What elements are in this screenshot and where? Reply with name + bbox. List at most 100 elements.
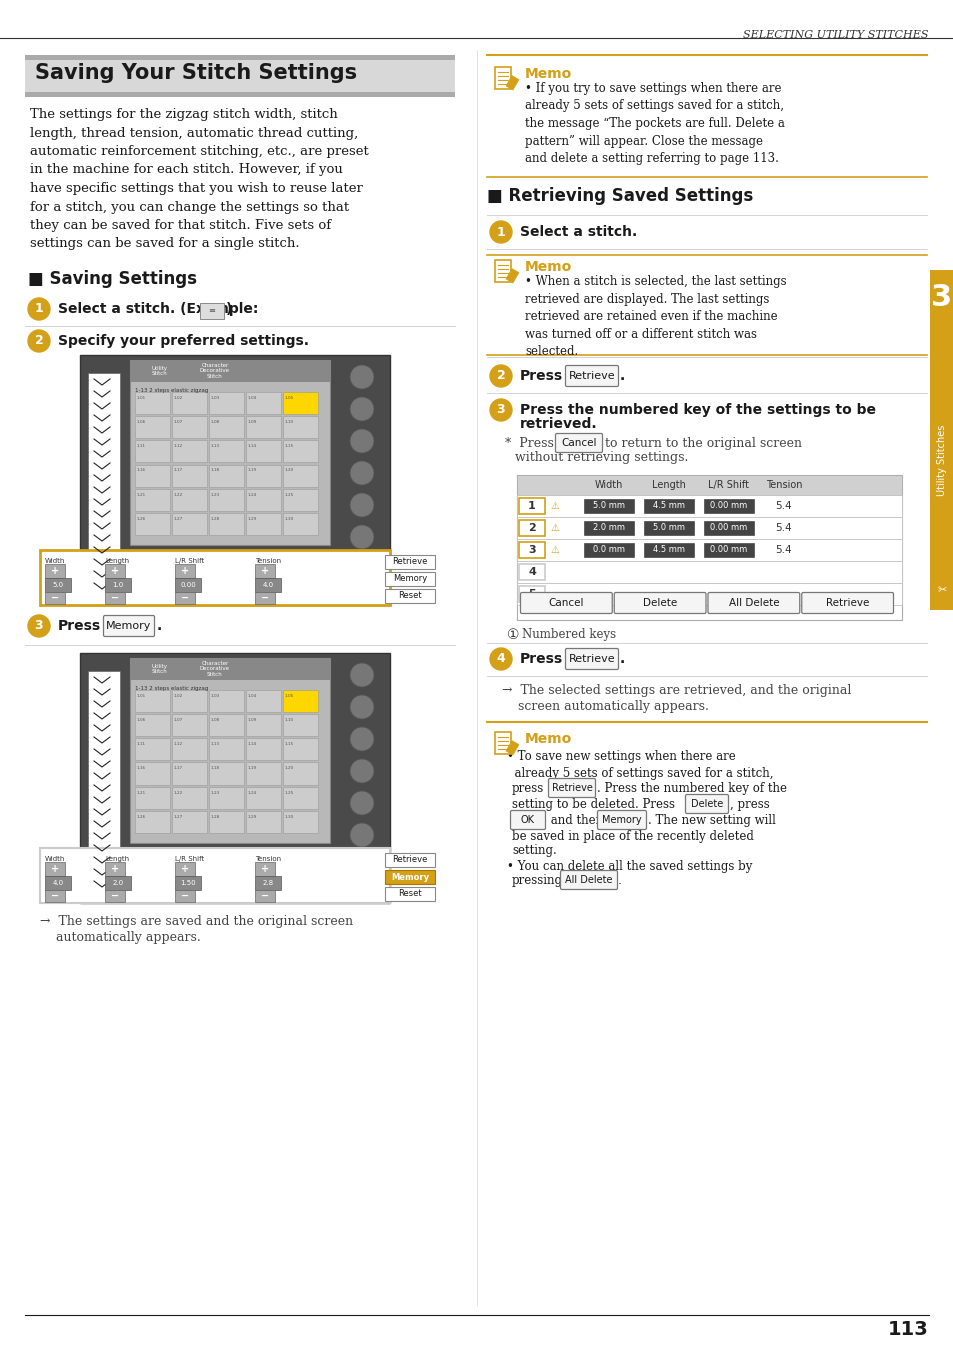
Bar <box>283 416 317 439</box>
Text: 1-06: 1-06 <box>137 718 146 722</box>
Circle shape <box>350 493 374 517</box>
Bar <box>88 671 120 886</box>
Text: 1-10: 1-10 <box>285 420 294 424</box>
Text: −: − <box>181 891 189 900</box>
Bar <box>172 787 207 809</box>
Bar <box>172 440 207 463</box>
Text: 1-27: 1-27 <box>173 517 183 521</box>
Bar <box>135 811 170 833</box>
Text: Press the numbered key of the settings to be: Press the numbered key of the settings t… <box>519 404 875 417</box>
Text: 1.50: 1.50 <box>180 880 195 886</box>
Text: 1-01: 1-01 <box>137 396 146 400</box>
Bar <box>385 853 435 867</box>
Text: 1-05: 1-05 <box>285 396 294 400</box>
Text: 1-28: 1-28 <box>211 517 220 521</box>
Text: 1-09: 1-09 <box>248 420 257 424</box>
Text: −: − <box>111 891 119 900</box>
Bar <box>246 763 281 784</box>
FancyBboxPatch shape <box>565 648 618 670</box>
Text: automatically appears.: automatically appears. <box>40 931 200 944</box>
Bar <box>174 890 194 902</box>
Circle shape <box>28 298 50 320</box>
Bar <box>209 489 244 510</box>
Text: 1-21: 1-21 <box>137 791 146 795</box>
Bar <box>25 92 455 97</box>
Text: 1-20: 1-20 <box>285 468 294 472</box>
Circle shape <box>28 329 50 352</box>
Bar <box>172 513 207 535</box>
Bar <box>518 586 544 602</box>
Text: be saved in place of the recently deleted: be saved in place of the recently delete… <box>512 830 753 842</box>
Text: +: + <box>51 566 59 576</box>
Bar <box>385 589 435 603</box>
Bar <box>283 489 317 510</box>
Text: 2: 2 <box>528 522 536 533</box>
Text: 1-14: 1-14 <box>248 444 256 448</box>
Bar <box>505 741 518 755</box>
Text: 3: 3 <box>34 620 43 633</box>
Text: 4.5 mm: 4.5 mm <box>652 501 684 510</box>
Bar <box>172 738 207 760</box>
Text: 1: 1 <box>34 302 43 316</box>
Text: Delete: Delete <box>690 799 722 809</box>
Bar <box>135 392 170 414</box>
Bar <box>517 562 901 583</box>
Text: −: − <box>51 891 59 900</box>
Circle shape <box>490 364 512 387</box>
Bar <box>130 360 330 382</box>
Bar <box>209 513 244 535</box>
Bar <box>174 863 194 876</box>
FancyBboxPatch shape <box>520 593 612 613</box>
Text: 2: 2 <box>34 335 43 347</box>
Bar <box>283 714 317 736</box>
Bar <box>246 392 281 414</box>
Text: →  The selected settings are retrieved, and the original: → The selected settings are retrieved, a… <box>501 684 850 697</box>
Bar <box>105 863 125 876</box>
Text: Retrieve: Retrieve <box>568 653 615 664</box>
Text: .: . <box>619 652 624 666</box>
Bar <box>105 564 125 578</box>
Text: Cancel: Cancel <box>560 437 597 448</box>
Text: +: + <box>111 864 119 873</box>
Text: SELECTING UTILITY STITCHES: SELECTING UTILITY STITCHES <box>742 30 928 40</box>
Text: 1-02: 1-02 <box>173 694 183 698</box>
Bar <box>643 500 693 513</box>
Text: Select a stitch.: Select a stitch. <box>519 225 637 239</box>
Bar <box>25 55 455 59</box>
Bar <box>283 513 317 535</box>
Text: 1-12: 1-12 <box>173 743 183 747</box>
Text: Delete: Delete <box>642 598 677 608</box>
Bar <box>172 690 207 713</box>
Text: 1-24: 1-24 <box>248 493 257 497</box>
Text: 1-01: 1-01 <box>137 694 146 698</box>
Bar <box>254 863 274 876</box>
Circle shape <box>350 460 374 485</box>
Text: Tension: Tension <box>765 481 801 490</box>
Bar <box>254 890 274 902</box>
Circle shape <box>350 791 374 815</box>
Circle shape <box>490 648 512 670</box>
Text: without retrieving settings.: without retrieving settings. <box>515 451 688 464</box>
Bar <box>643 521 693 535</box>
Bar <box>135 513 170 535</box>
Text: 1-13: 1-13 <box>211 743 220 747</box>
Text: 5.4: 5.4 <box>775 522 792 533</box>
Text: 1-22: 1-22 <box>173 791 183 795</box>
Text: 3: 3 <box>930 284 951 312</box>
Bar <box>517 583 901 605</box>
Text: Character
Decorative
Stitch: Character Decorative Stitch <box>200 660 230 678</box>
Text: Memo: Memo <box>524 261 572 274</box>
Text: 0.00 mm: 0.00 mm <box>710 524 747 532</box>
Text: 1-08: 1-08 <box>211 420 220 424</box>
Text: 1.0: 1.0 <box>112 582 124 589</box>
Bar <box>517 475 901 495</box>
Bar <box>80 355 390 605</box>
Text: +: + <box>261 864 269 873</box>
Bar <box>209 811 244 833</box>
Text: All Delete: All Delete <box>565 875 612 886</box>
Text: Memory: Memory <box>391 872 429 882</box>
Text: 1-26: 1-26 <box>137 517 146 521</box>
Text: ⚠: ⚠ <box>550 545 558 555</box>
Bar <box>135 787 170 809</box>
Circle shape <box>350 759 374 783</box>
